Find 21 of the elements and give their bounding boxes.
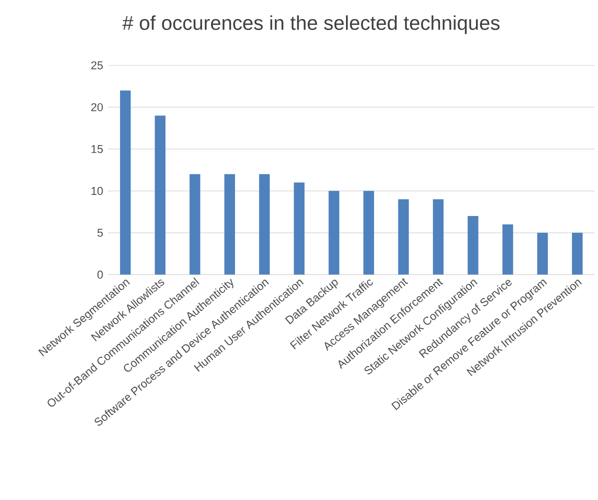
bar xyxy=(294,182,305,275)
bar xyxy=(432,199,444,275)
bar xyxy=(468,216,478,275)
bar xyxy=(224,174,236,275)
y-tick-label: 25 xyxy=(91,61,103,70)
y-tick-label: 0 xyxy=(97,270,103,279)
bar xyxy=(259,174,270,275)
y-tick-label: 15 xyxy=(92,145,103,154)
y-tick-label: 10 xyxy=(92,186,103,195)
bar xyxy=(537,232,548,275)
bar xyxy=(363,190,374,275)
chart-title: # of occurences in the selected techniques xyxy=(122,15,500,34)
y-tick-label: 20 xyxy=(91,103,103,112)
bar xyxy=(328,190,340,275)
bar xyxy=(502,224,514,275)
bar xyxy=(120,90,131,275)
y-tick-label: 5 xyxy=(97,228,103,237)
bar xyxy=(190,174,200,275)
bar xyxy=(154,116,166,275)
bar xyxy=(572,232,583,275)
bar xyxy=(398,199,409,275)
